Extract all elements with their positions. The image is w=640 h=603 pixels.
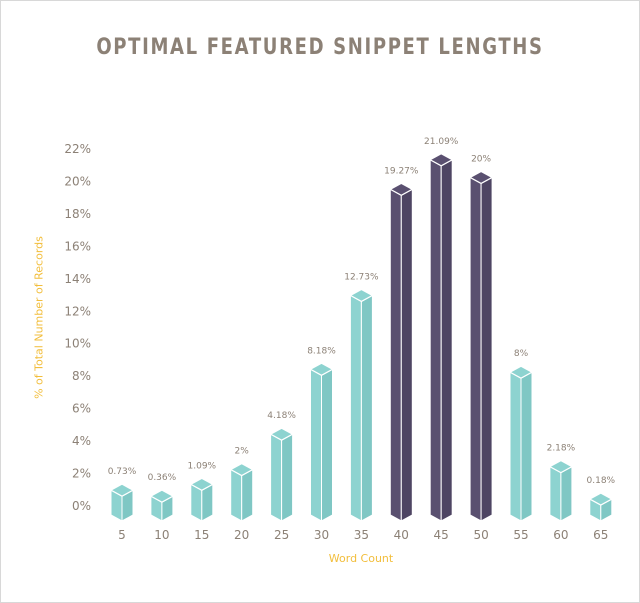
bar-front-right	[400, 188, 413, 522]
x-tick-label: 35	[354, 528, 369, 542]
bar-front-left	[349, 294, 362, 522]
x-tick-label: 25	[274, 528, 289, 542]
bar	[189, 477, 215, 522]
bar	[468, 170, 494, 522]
bar	[588, 492, 614, 522]
data-label: 21.09%	[424, 137, 459, 147]
bar-front-right	[520, 371, 533, 522]
x-tick-label: 20	[234, 528, 249, 542]
x-tick-label: 40	[394, 528, 409, 542]
bar-front-right	[440, 158, 453, 522]
x-tick-label: 45	[434, 528, 449, 542]
bar	[428, 153, 454, 522]
data-label: 8%	[514, 349, 529, 359]
y-tick-label: 8%	[72, 369, 91, 383]
bar-top	[149, 489, 175, 503]
bar-front-left	[549, 465, 562, 522]
bar	[149, 489, 175, 522]
bar-top	[309, 362, 334, 376]
x-tick-label: 60	[553, 528, 568, 542]
y-tick-label: 20%	[64, 174, 91, 188]
data-label: 0.36%	[148, 473, 177, 483]
y-tick-label: 12%	[64, 304, 91, 318]
bar	[508, 365, 534, 522]
bar	[548, 459, 574, 522]
bar-front-right	[560, 465, 573, 522]
bar-top	[269, 427, 294, 441]
bar-top	[389, 182, 414, 196]
y-tick-label: 16%	[64, 239, 91, 253]
bar-front-right	[480, 176, 493, 522]
data-label: 1.09%	[188, 461, 217, 471]
bar-front-left	[509, 371, 522, 522]
y-tick-label: 4%	[72, 434, 91, 448]
bar-top	[109, 483, 135, 497]
x-axis-label: Word Count	[328, 552, 394, 565]
bar-front-right	[360, 294, 373, 522]
bar-front-right	[321, 368, 333, 522]
bar-top	[468, 170, 494, 185]
x-tick-label: 5	[118, 528, 126, 542]
bar-front-left	[230, 468, 243, 522]
data-label: 2.18%	[547, 444, 576, 454]
data-label: 0.73%	[108, 467, 137, 477]
y-tick-label: 0%	[72, 499, 91, 513]
bar-front-right	[281, 433, 294, 522]
y-tick-label: 18%	[64, 207, 91, 221]
bar-top	[229, 462, 254, 477]
bar	[229, 462, 254, 522]
data-label: 19.27%	[384, 166, 419, 176]
data-label: 4.18%	[267, 411, 296, 421]
x-tick-label: 55	[513, 528, 528, 542]
data-label: 12.73%	[344, 272, 379, 282]
data-label: 0.18%	[587, 476, 616, 486]
x-tick-label: 65	[593, 528, 608, 542]
data-label: 8.18%	[307, 346, 336, 356]
x-tick-label: 15	[194, 528, 209, 542]
bar-top	[588, 492, 614, 506]
y-tick-label: 6%	[72, 402, 91, 416]
bar	[349, 288, 374, 522]
y-tick-label: 10%	[64, 337, 91, 351]
bar-front-left	[270, 433, 283, 522]
data-label: 2%	[235, 447, 250, 457]
bar-front-left	[310, 368, 322, 522]
bar-front-left	[389, 188, 402, 522]
y-tick-label: 22%	[64, 142, 91, 156]
bar-front-right	[241, 468, 254, 522]
bar-top	[548, 459, 574, 474]
x-tick-label: 10	[154, 528, 169, 542]
data-label: 20%	[471, 154, 491, 164]
y-tick-label: 14%	[64, 272, 91, 286]
x-tick-label: 30	[314, 528, 329, 542]
chart-title: OPTIMAL FEATURED SNIPPET LENGTHS	[96, 35, 544, 60]
bar-top	[349, 288, 374, 303]
bar-top	[189, 477, 215, 491]
bar-top	[428, 153, 454, 167]
bar	[109, 483, 135, 522]
bar-front-left	[429, 158, 442, 522]
x-tick-label: 50	[473, 528, 488, 542]
bar	[389, 182, 414, 522]
bar	[269, 427, 294, 522]
bar-top	[508, 365, 534, 379]
bar-front-left	[469, 176, 482, 522]
y-tick-label: 2%	[72, 467, 91, 481]
bar	[309, 362, 334, 522]
